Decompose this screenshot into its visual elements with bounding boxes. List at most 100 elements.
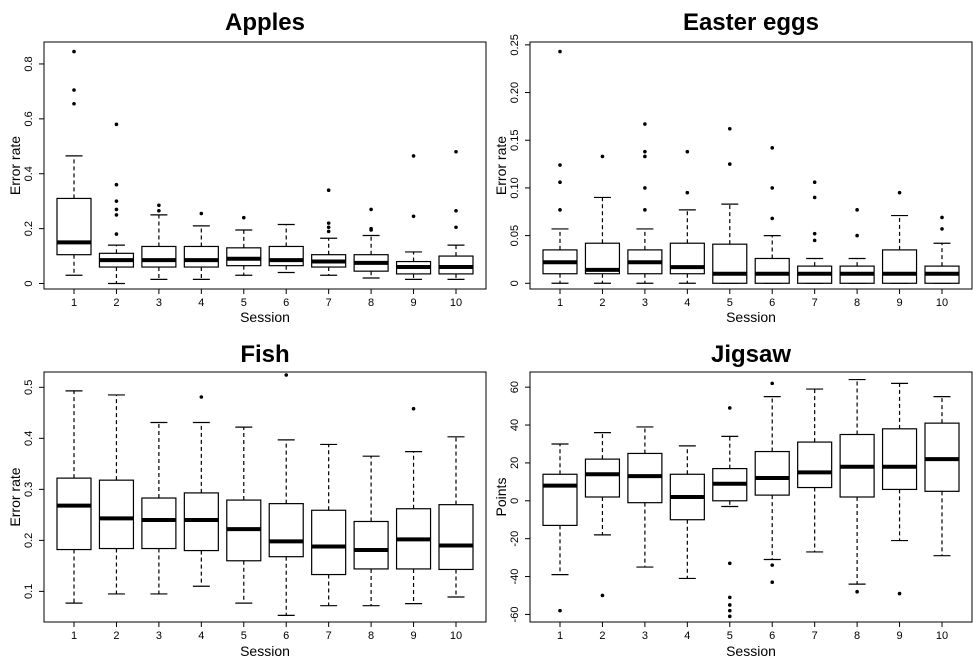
outlier-point (727, 614, 732, 619)
y-tick-label: -20 (509, 531, 521, 547)
x-tick-label: 10 (936, 297, 948, 309)
x-tick-label: 9 (410, 630, 416, 642)
x-tick-label: 5 (727, 630, 733, 642)
box-iqr (226, 247, 262, 267)
x-tick-label: 2 (599, 630, 605, 642)
outlier-point (199, 395, 204, 399)
box-iqr (438, 504, 474, 571)
outlier-point (454, 149, 458, 154)
y-tick-label: 0.15 (509, 130, 521, 151)
chart-panel-1: Apples Session Error rate 0 0.2 0.4 0.6 0.8 1 2 3 4… (7, 9, 487, 325)
y-tick-label: 0.10 (509, 177, 521, 198)
x-tick-label: 8 (368, 297, 374, 309)
box-session-7 (797, 180, 833, 284)
outlier-point (411, 406, 416, 411)
box-session-8 (839, 208, 875, 284)
outlier-point (558, 608, 562, 613)
box-iqr (712, 243, 748, 284)
box-iqr (141, 497, 177, 550)
box-session-4 (669, 445, 705, 580)
box-session-8 (839, 378, 875, 594)
y-axis-label: Points (493, 478, 509, 517)
box-session-3 (141, 421, 177, 595)
x-tick-label: 7 (326, 630, 332, 642)
box-session-8 (353, 455, 389, 607)
box-session-9 (395, 154, 432, 280)
outlier-point (685, 149, 690, 154)
box-iqr (268, 245, 304, 267)
outlier-point (558, 49, 562, 54)
outlier-point (727, 406, 732, 410)
y-tick-label: 0 (509, 280, 521, 286)
outlier-point (454, 208, 458, 213)
x-tick-label: 4 (684, 297, 690, 309)
outlier-point (284, 373, 289, 377)
box-session-6 (754, 381, 790, 585)
x-tick-label: 6 (769, 630, 775, 642)
outlier-point (940, 215, 944, 220)
box-session-8 (353, 207, 389, 279)
outlier-point (727, 608, 732, 613)
box-session-3 (627, 122, 663, 284)
x-tick-label: 8 (854, 630, 860, 642)
outlier-point (326, 229, 331, 234)
box-iqr (584, 458, 621, 498)
box-session-4 (183, 211, 219, 280)
x-tick-label: 4 (198, 630, 204, 642)
y-tick-label: 0.6 (23, 111, 35, 126)
box-iqr (438, 255, 474, 275)
outlier-point (855, 233, 859, 238)
x-tick-label: 9 (410, 297, 416, 309)
box-iqr (754, 257, 790, 284)
outlier-point (727, 595, 732, 600)
outlier-point (454, 225, 458, 230)
outlier-point (114, 199, 119, 203)
x-tick-label: 3 (642, 630, 648, 642)
x-tick-label: 9 (896, 297, 902, 309)
outlier-point (727, 561, 732, 566)
plot-frame (43, 41, 487, 290)
outlier-point (558, 208, 562, 212)
outlier-point (326, 188, 331, 192)
outlier-point (114, 207, 119, 212)
outlier-point (643, 154, 647, 159)
outlier-point (897, 190, 902, 195)
x-tick-label: 10 (450, 630, 462, 642)
box-iqr (542, 473, 578, 527)
chart-panel-2: Easter eggs Session Error rate 0 0.05 0.10 0.1… (493, 9, 973, 325)
x-axis-label: Session (726, 309, 776, 325)
box-iqr (353, 520, 389, 570)
plot-frame (529, 371, 973, 623)
y-axis-label: Error rate (493, 136, 509, 195)
chart-panel-3: Fish Session Error rate 0.1 0.2 0.3 0.4 0.5 1 2 3 4… (7, 341, 487, 659)
y-tick-label: 0 (23, 280, 35, 286)
x-tick-label: 7 (326, 297, 332, 309)
outlier-point (770, 563, 775, 567)
box-session-1 (542, 49, 578, 284)
outlier-point (326, 221, 331, 225)
chart-title: Fish (240, 341, 289, 368)
box-iqr (141, 245, 177, 268)
box-session-10 (438, 149, 474, 280)
outlier-point (643, 186, 647, 190)
x-tick-label: 7 (812, 297, 818, 309)
outlier-point (369, 207, 373, 212)
box-iqr (56, 477, 92, 551)
box-iqr (881, 428, 918, 491)
outlier-point (600, 593, 605, 598)
x-tick-label: 4 (198, 297, 204, 309)
box-session-2 (584, 432, 621, 598)
x-tick-label: 8 (854, 297, 860, 309)
outlier-point (770, 381, 775, 386)
box-session-5 (712, 406, 748, 619)
box-iqr (183, 245, 219, 268)
box-session-6 (268, 223, 304, 274)
y-tick-label: 0.1 (23, 584, 35, 599)
box-iqr (797, 441, 833, 489)
outlier-point (326, 225, 331, 230)
chart-panel-4: Jigsaw Session Points -60 -40 -20 0 20 40 60 1 2 3 4 5… (493, 341, 973, 659)
x-tick-label: 2 (113, 297, 119, 309)
plot-frame (529, 41, 973, 290)
outlier-point (812, 238, 817, 243)
